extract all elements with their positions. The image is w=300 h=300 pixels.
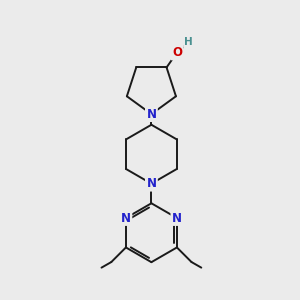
Text: H: H bbox=[184, 37, 193, 47]
Text: O: O bbox=[172, 46, 182, 59]
Text: N: N bbox=[172, 212, 182, 224]
Text: N: N bbox=[146, 108, 156, 121]
Text: N: N bbox=[146, 177, 156, 190]
Text: N: N bbox=[121, 212, 131, 224]
